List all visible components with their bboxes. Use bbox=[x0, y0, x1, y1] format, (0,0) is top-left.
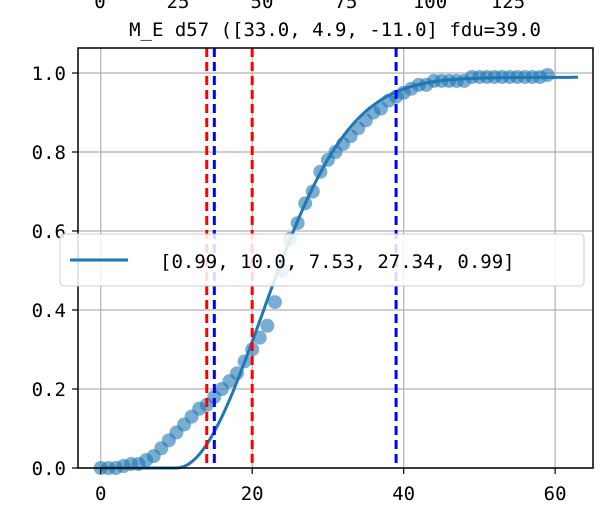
data-point bbox=[267, 295, 282, 310]
x-tick-label: 0 bbox=[95, 483, 106, 505]
legend: [0.99, 10.0, 7.53, 27.34, 0.99] bbox=[59, 233, 585, 287]
y-tick-label: 1.0 bbox=[32, 63, 66, 85]
x-tick-label: 20 bbox=[241, 483, 264, 505]
top-tick-label: 50 bbox=[251, 0, 274, 13]
top-tick-label: 125 bbox=[491, 0, 525, 13]
legend-label: [0.99, 10.0, 7.53, 27.34, 0.99] bbox=[160, 251, 515, 273]
y-tick-label: 0.2 bbox=[32, 379, 66, 401]
x-tick-label: 40 bbox=[392, 483, 415, 505]
top-axis: 0 25 50 75 100 125 bbox=[94, 0, 525, 13]
y-tick-label: 0.8 bbox=[32, 142, 66, 164]
data-point bbox=[260, 318, 275, 333]
chart-title: M_E d57 ([33.0, 4.9, -11.0] fdu=39.0 bbox=[129, 19, 541, 41]
y-tick-label: 0.4 bbox=[32, 300, 66, 322]
top-tick-label: 75 bbox=[335, 0, 358, 13]
y-tick-label: 0.6 bbox=[32, 221, 66, 243]
legend-box bbox=[59, 233, 585, 287]
y-tick-label: 0.0 bbox=[32, 458, 66, 480]
x-tick-label: 60 bbox=[544, 483, 567, 505]
data-point bbox=[540, 67, 555, 82]
top-tick-label: 100 bbox=[413, 0, 447, 13]
top-tick-label: 25 bbox=[167, 0, 190, 13]
plot-area: 0 20 40 60 0.0 0.2 0.4 0.6 0.8 1.0 [0.99, 10.0, 7.… bbox=[32, 47, 594, 505]
top-tick-label: 0 bbox=[94, 0, 105, 13]
